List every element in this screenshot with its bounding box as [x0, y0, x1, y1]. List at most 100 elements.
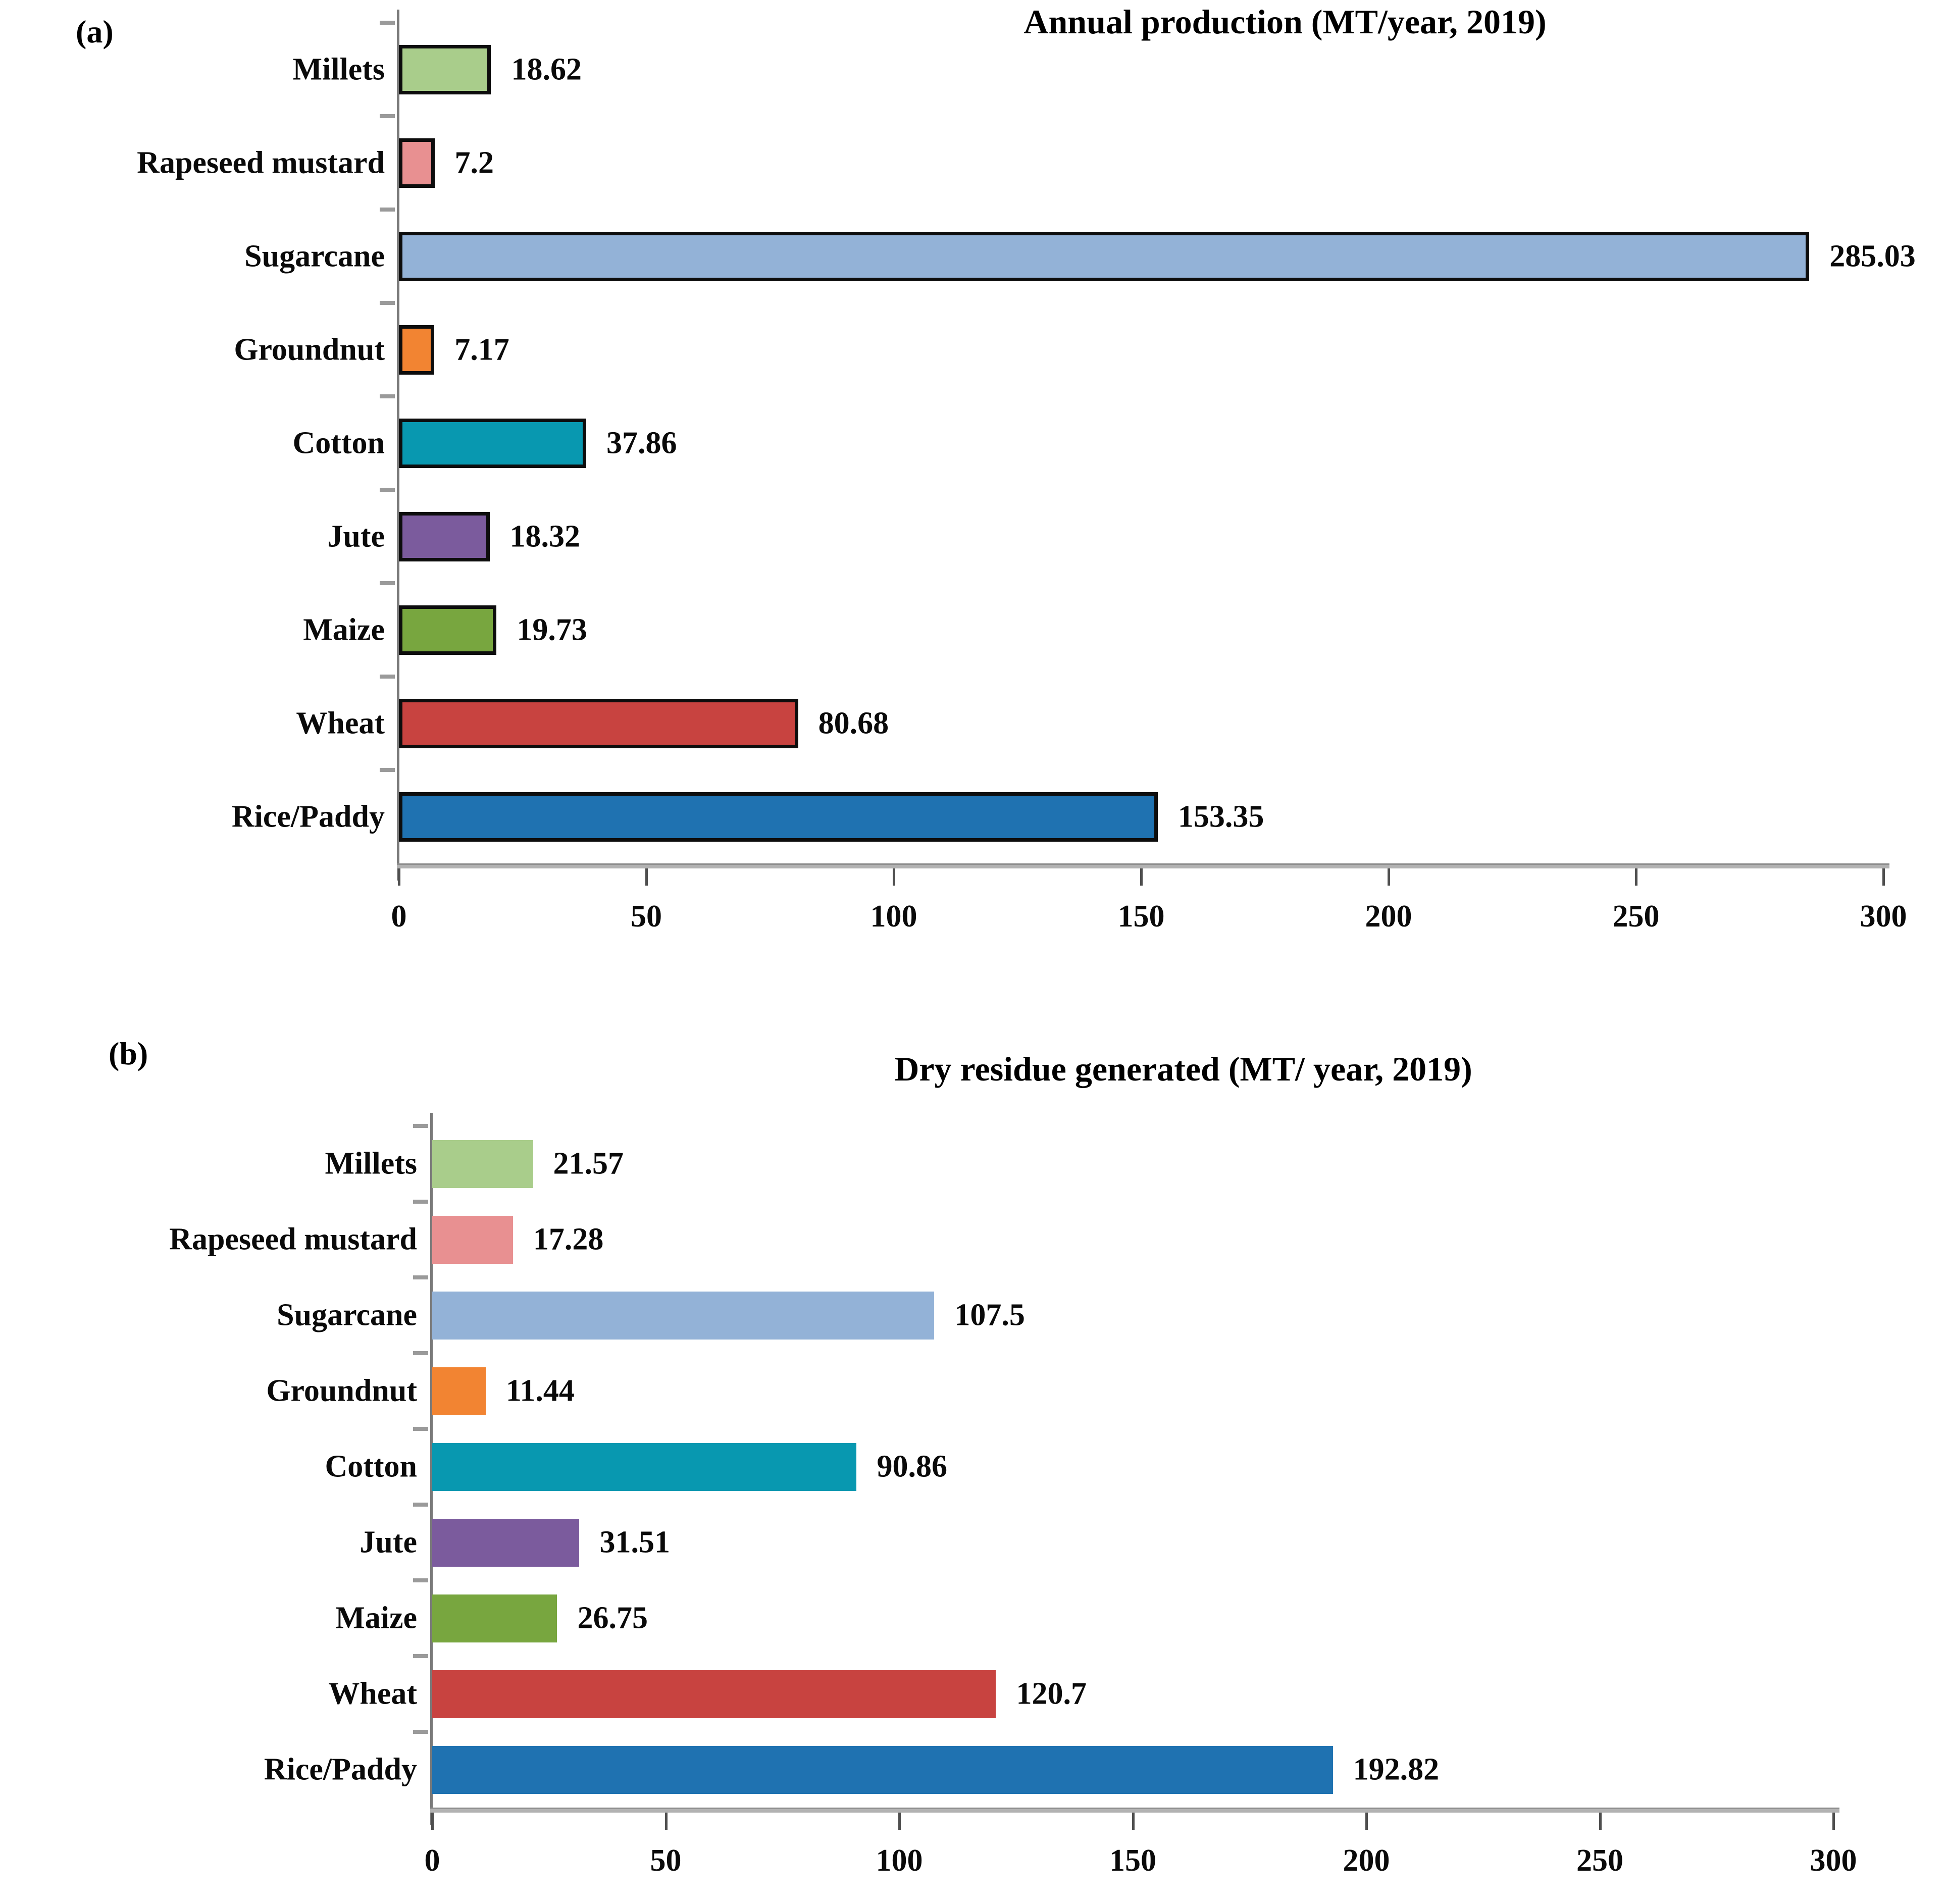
bar-maize: [432, 1594, 557, 1642]
y-axis-boundary-tick: [413, 1200, 428, 1204]
value-label-millets: 21.57: [553, 1146, 624, 1181]
bar-jute: [432, 1518, 580, 1567]
x-axis-tick: [1882, 868, 1885, 886]
x-axis-tick: [1365, 1813, 1368, 1830]
bar-rice-paddy: [432, 1745, 1333, 1794]
panel-a-category-labels: Millets Rapeseed mustard Sugarcane Groundnu…: [0, 23, 385, 863]
category-label-maize: Maize: [303, 612, 385, 647]
value-label-jute: 18.32: [509, 519, 581, 553]
category-label-jute: Jute: [360, 1525, 417, 1560]
bar-groundnut: [432, 1367, 486, 1415]
y-axis-boundary-tick: [380, 768, 395, 772]
bar-millets: [399, 44, 491, 94]
value-label-maize: 19.73: [517, 612, 587, 647]
panel-a-tag: (a): [76, 14, 114, 49]
panel-b-title: Dry residue generated (MT/ year, 2019): [894, 1050, 1472, 1088]
panel-a-title: Annual production (MT/year, 2019): [1023, 3, 1547, 41]
x-axis-tick-label: 300: [1860, 899, 1907, 934]
value-label-maize: 26.75: [577, 1601, 648, 1635]
y-axis-boundary-tick: [380, 208, 395, 212]
x-axis-tick: [1388, 868, 1390, 886]
x-axis-tick-label: 250: [1612, 899, 1660, 934]
x-axis-tick-label: 150: [1109, 1843, 1156, 1878]
bar-rapeseed-mustard: [399, 138, 435, 188]
y-axis-boundary-tick: [413, 1578, 428, 1582]
x-axis-tick-label: 100: [870, 899, 917, 934]
x-axis-tick: [645, 868, 648, 886]
value-label-jute: 31.51: [599, 1525, 670, 1560]
bar-sugarcane: [399, 231, 1810, 281]
value-label-rapeseed-mustard: 17.28: [533, 1222, 604, 1257]
category-label-wheat: Wheat: [328, 1676, 417, 1711]
x-axis-tick-label: 0: [424, 1843, 440, 1878]
category-label-groundnut: Groundnut: [266, 1373, 417, 1408]
y-axis-boundary-tick: [413, 1503, 428, 1507]
category-label-sugarcane: Sugarcane: [277, 1298, 417, 1332]
value-label-wheat: 120.7: [1016, 1676, 1087, 1711]
x-axis-line: [430, 1808, 1839, 1813]
value-label-groundnut: 7.17: [454, 332, 509, 367]
category-label-wheat: Wheat: [296, 706, 385, 740]
y-axis-boundary-tick: [380, 581, 395, 585]
value-label-sugarcane: 107.5: [954, 1298, 1025, 1332]
category-label-groundnut: Groundnut: [234, 332, 385, 367]
panel-b-category-labels: Millets Rapeseed mustard Sugarcane Groundnu…: [0, 1126, 417, 1808]
panel-b-plot: 21.57 17.28 107.5 11.44 90.86 31.51 26.75 120.7…: [413, 1113, 1857, 1878]
bar-maize: [399, 605, 497, 655]
y-axis-boundary-tick: [413, 1275, 428, 1279]
value-label-wheat: 80.68: [818, 706, 889, 740]
x-axis-tick: [664, 1813, 668, 1830]
y-axis-boundary-tick: [380, 394, 395, 398]
y-axis-boundary-tick: [380, 675, 395, 679]
value-label-cotton: 37.86: [606, 426, 677, 460]
value-label-sugarcane: 285.03: [1829, 239, 1916, 273]
bar-wheat: [432, 1670, 996, 1718]
category-label-cotton: Cotton: [292, 426, 385, 460]
category-label-rice-paddy: Rice/Paddy: [231, 799, 385, 834]
x-axis-tick-label: 50: [650, 1843, 682, 1878]
value-label-cotton: 90.86: [877, 1449, 947, 1484]
panel-b-tag: (b): [109, 1036, 148, 1071]
y-axis-boundary-tick: [413, 1124, 428, 1128]
bar-jute: [399, 511, 490, 561]
value-label-rapeseed-mustard: 7.2: [454, 145, 494, 180]
bar-rice-paddy: [399, 792, 1158, 842]
y-axis-line: [397, 10, 399, 881]
x-axis-tick-label: 200: [1343, 1843, 1390, 1878]
value-label-rice-paddy: 192.82: [1353, 1752, 1440, 1787]
x-axis-tick-label: 200: [1365, 899, 1412, 934]
x-axis-tick-label: 0: [391, 899, 407, 934]
y-axis-line: [430, 1113, 433, 1825]
bar-groundnut: [399, 325, 435, 375]
x-axis-tick-label: 50: [631, 899, 662, 934]
category-label-rapeseed-mustard: Rapeseed mustard: [169, 1222, 417, 1257]
x-axis-tick-label: 300: [1810, 1843, 1857, 1878]
y-axis-boundary-tick: [380, 114, 395, 118]
y-axis-boundary-tick: [380, 301, 395, 305]
y-axis-boundary-tick: [413, 1654, 428, 1658]
value-label-millets: 18.62: [511, 52, 582, 86]
bar-cotton: [399, 418, 587, 468]
value-label-rice-paddy: 153.35: [1177, 799, 1264, 834]
x-axis-tick: [398, 868, 400, 886]
y-axis-boundary-tick: [380, 488, 395, 492]
panel-a: (a) Annual production (MT/year, 2019) Mi…: [0, 3, 1916, 934]
x-axis-tick: [1635, 868, 1637, 886]
x-axis-tick-label: 150: [1117, 899, 1165, 934]
category-label-rapeseed-mustard: Rapeseed mustard: [137, 145, 385, 180]
panel-b: (b) Dry residue generated (MT/ year, 201…: [0, 985, 1946, 1904]
value-label-groundnut: 11.44: [505, 1373, 575, 1408]
x-axis-tick-label: 250: [1576, 1843, 1623, 1878]
bar-rapeseed-mustard: [432, 1215, 513, 1264]
x-axis-line: [397, 863, 1889, 868]
x-axis-tick: [898, 1813, 901, 1830]
category-label-millets: Millets: [292, 52, 385, 86]
category-label-millets: Millets: [325, 1146, 418, 1181]
y-axis-boundary-tick: [413, 1730, 428, 1734]
category-label-cotton: Cotton: [325, 1449, 417, 1484]
x-axis-tick: [1132, 1813, 1135, 1830]
x-axis-tick: [1599, 1813, 1602, 1830]
category-label-sugarcane: Sugarcane: [244, 239, 385, 273]
bar-millets: [432, 1140, 533, 1188]
